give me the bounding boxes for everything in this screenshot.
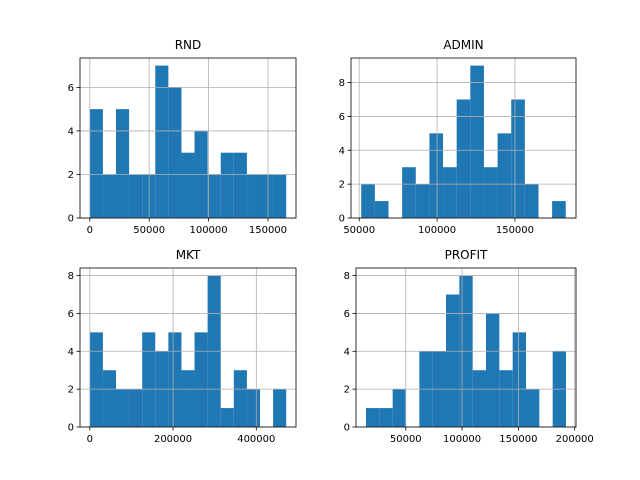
y-tick-label: 8 — [344, 271, 350, 282]
y-tick-label: 6 — [68, 309, 74, 320]
x-tick-label: 200000 — [556, 434, 594, 445]
histogram-bar — [220, 408, 234, 427]
histogram-bar — [142, 332, 156, 427]
y-tick-label: 8 — [68, 271, 74, 282]
histogram-bar — [499, 370, 513, 427]
histogram-bar — [526, 389, 540, 427]
histogram-bar — [102, 370, 117, 427]
subplot-title: PROFIT — [445, 248, 488, 262]
histogram-bar — [220, 152, 234, 218]
axes-frame — [350, 57, 577, 219]
histogram-bar — [472, 370, 486, 427]
histogram-bar — [142, 174, 156, 218]
histogram-bar — [273, 389, 287, 427]
y-tick-label: 2 — [68, 385, 74, 396]
histogram-bar — [89, 332, 103, 427]
y-tick-label: 2 — [68, 170, 74, 181]
x-tick-label: 0 — [87, 225, 93, 236]
histogram-bar — [155, 65, 169, 218]
histogram-bar — [512, 332, 527, 427]
subplot-title: ADMIN — [443, 38, 483, 52]
histogram-bar — [129, 174, 143, 218]
x-tick-label: 50000 — [133, 225, 165, 236]
subplot-title: MKT — [176, 248, 201, 262]
histogram-bar — [116, 109, 130, 218]
histogram-bar — [483, 167, 498, 218]
axes-frame — [355, 267, 577, 428]
y-tick-label: 0 — [68, 214, 74, 225]
histogram-bar — [233, 370, 247, 427]
y-tick-label: 0 — [344, 423, 350, 434]
histogram-bar — [511, 99, 525, 218]
x-tick-label: 150000 — [249, 225, 287, 236]
histogram-bar — [552, 201, 566, 218]
histogram-bar — [168, 332, 182, 427]
y-tick-label: 0 — [68, 423, 74, 434]
x-tick-label: 50000 — [343, 225, 375, 236]
histogram-bar — [497, 133, 512, 218]
histogram-bar — [102, 174, 116, 218]
y-tick-label: 8 — [339, 78, 345, 89]
x-tick-label: 150000 — [496, 225, 534, 236]
y-tick-label: 4 — [339, 146, 345, 157]
histogram-bar — [89, 109, 103, 218]
y-tick-label: 6 — [339, 112, 345, 123]
x-tick-label: 400000 — [237, 434, 275, 445]
y-tick-label: 6 — [344, 309, 350, 320]
histogram-bar — [168, 87, 182, 218]
y-tick-label: 4 — [68, 126, 74, 137]
histogram-bar — [402, 167, 416, 218]
axes-frame — [79, 57, 297, 219]
axes-frame — [79, 267, 297, 428]
histogram-bar — [392, 389, 406, 427]
y-tick-label: 0 — [339, 214, 345, 225]
histogram-bar — [365, 408, 380, 427]
histogram-bar — [361, 184, 375, 218]
histogram-bar — [374, 201, 389, 218]
histogram-bar — [443, 167, 457, 218]
histogram-bar — [246, 174, 260, 218]
x-tick-label: 100000 — [443, 434, 481, 445]
histogram-bar — [129, 389, 143, 427]
x-tick-label: 100000 — [418, 225, 456, 236]
histogram-bar — [116, 389, 130, 427]
subplot-title: RND — [175, 38, 202, 52]
y-tick-label: 4 — [344, 347, 350, 358]
histogram-bar — [485, 313, 500, 427]
histogram-bar — [207, 174, 221, 218]
x-tick-label: 200000 — [154, 434, 192, 445]
histogram-bar — [415, 184, 430, 218]
histogram-bar — [429, 133, 444, 218]
x-tick-label: 0 — [87, 434, 93, 445]
x-tick-label: 150000 — [499, 434, 537, 445]
x-tick-label: 100000 — [189, 225, 227, 236]
y-tick-label: 4 — [68, 347, 74, 358]
histogram-bar — [194, 332, 208, 427]
histogram-bar — [445, 294, 460, 427]
histogram-bar — [259, 174, 274, 218]
histogram-bar — [246, 389, 261, 427]
histogram-bar — [456, 99, 471, 218]
y-tick-label: 2 — [339, 180, 345, 191]
histogram-bar — [524, 184, 539, 218]
histogram-bar — [470, 65, 484, 218]
histogram-bar — [233, 152, 247, 218]
x-tick-label: 50000 — [390, 434, 422, 445]
y-tick-label: 6 — [68, 83, 74, 94]
histogram-bar — [379, 408, 393, 427]
histogram-bar — [181, 152, 195, 218]
y-tick-label: 2 — [344, 385, 350, 396]
histogram-bar — [273, 174, 287, 218]
histogram-bar — [181, 370, 195, 427]
